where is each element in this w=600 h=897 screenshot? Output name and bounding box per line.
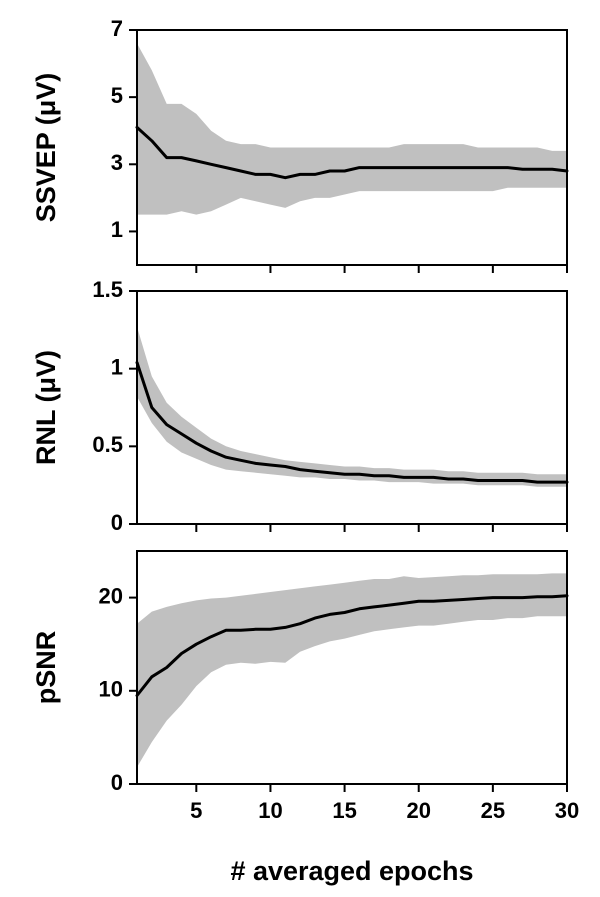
- ticks-layer: 1 3 5 7: [111, 16, 568, 273]
- x-tick-label: 20: [406, 798, 430, 823]
- y-axis-label: SSVEP (μV): [31, 73, 61, 223]
- band-layer: [137, 573, 567, 768]
- plot-frame: [136, 550, 568, 785]
- y-tick-label: 20: [99, 583, 123, 608]
- y-tick-label: 1: [111, 217, 123, 242]
- y-tick-label: 0: [111, 510, 123, 535]
- line-layer: [135, 594, 569, 697]
- y-tick-label: 5: [111, 83, 123, 108]
- ticks-layer: 0 0.5 1 1.5: [92, 277, 568, 535]
- mean-line: [135, 125, 569, 180]
- plot-frame: [136, 29, 568, 266]
- mean-line: [135, 361, 569, 484]
- y-axis-label: RNL (μV): [31, 350, 61, 465]
- sd-band: [137, 43, 567, 215]
- y-axis-label: pSNR: [31, 631, 61, 705]
- x-tick-label: 25: [481, 798, 505, 823]
- y-tick-label: 3: [111, 150, 123, 175]
- x-tick-label: 10: [258, 798, 282, 823]
- panel-ssvep: 1 3 5 7 SSVEP (μV): [31, 16, 569, 273]
- band-layer: [137, 43, 567, 215]
- sd-band: [137, 573, 567, 768]
- line-layer: [135, 125, 569, 180]
- line-layer: [135, 361, 569, 484]
- panel-rnl: 0 0.5 1 1.5 RNL (μV): [31, 277, 569, 535]
- x-tick-label: 15: [332, 798, 356, 823]
- x-axis-label: # averaged epochs: [230, 856, 473, 886]
- plot-frame: [136, 290, 568, 525]
- x-tick-label: 30: [555, 798, 579, 823]
- mean-line: [135, 594, 569, 697]
- y-tick-label: 0: [111, 770, 123, 795]
- y-tick-label: 7: [111, 16, 123, 41]
- y-tick-label: 1.5: [92, 277, 123, 302]
- x-tick-label: 5: [190, 798, 202, 823]
- sd-band: [137, 326, 567, 487]
- y-tick-label: 10: [99, 677, 123, 702]
- ticks-layer: 0 10 20 5 10 15 20 25 30: [99, 583, 580, 823]
- band-layer: [137, 326, 567, 487]
- y-tick-label: 0.5: [92, 432, 123, 457]
- y-tick-label: 1: [111, 354, 123, 379]
- panel-psnr: 0 10 20 5 10 15 20 25 30 pSNR: [31, 550, 580, 823]
